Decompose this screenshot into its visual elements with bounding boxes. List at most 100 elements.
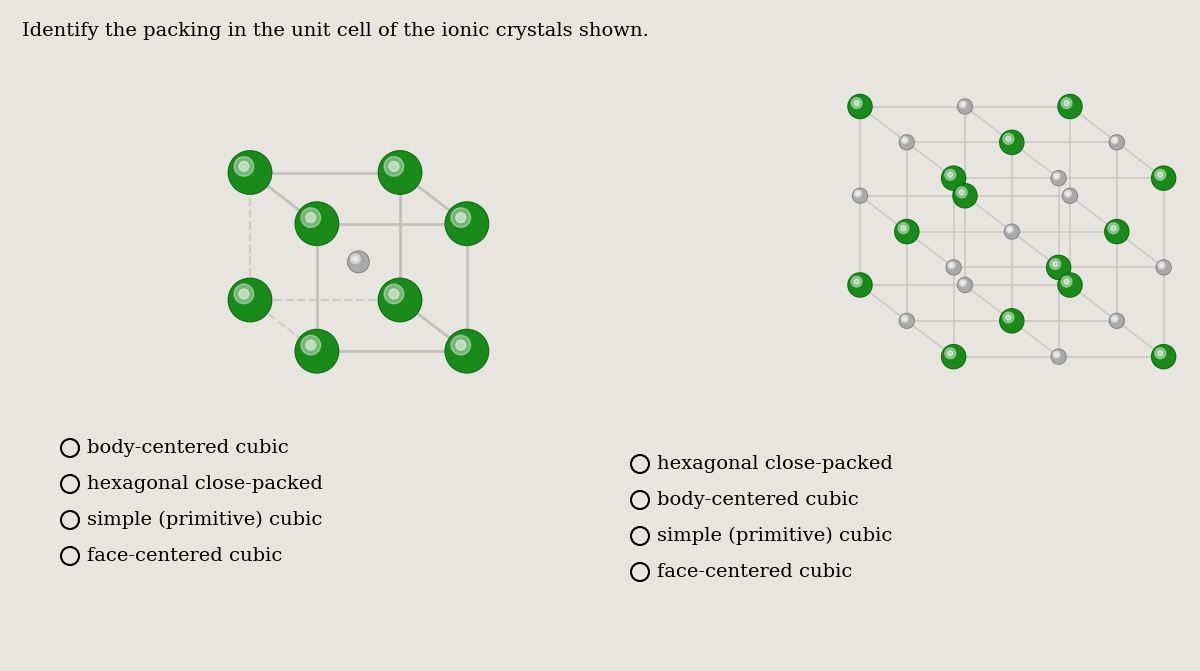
- Circle shape: [848, 95, 872, 119]
- Circle shape: [852, 188, 868, 203]
- Circle shape: [1046, 256, 1070, 280]
- Circle shape: [948, 350, 953, 356]
- Circle shape: [1051, 349, 1066, 364]
- Circle shape: [946, 260, 961, 275]
- Text: Identify the packing in the unit cell of the ionic crystals shown.: Identify the packing in the unit cell of…: [22, 22, 649, 40]
- Circle shape: [1111, 225, 1116, 231]
- Circle shape: [306, 340, 316, 350]
- Circle shape: [228, 278, 271, 322]
- Circle shape: [353, 256, 358, 261]
- Circle shape: [895, 219, 919, 244]
- Circle shape: [1006, 315, 1012, 320]
- Circle shape: [1064, 191, 1072, 197]
- Circle shape: [1064, 101, 1069, 106]
- Circle shape: [1061, 276, 1072, 287]
- Circle shape: [234, 156, 253, 176]
- Circle shape: [1054, 351, 1060, 358]
- Circle shape: [295, 202, 338, 246]
- Circle shape: [228, 151, 271, 194]
- Circle shape: [1058, 95, 1082, 119]
- Circle shape: [1111, 315, 1118, 322]
- Circle shape: [848, 273, 872, 297]
- Circle shape: [239, 162, 248, 171]
- Circle shape: [1004, 224, 1019, 239]
- Circle shape: [456, 340, 466, 350]
- Circle shape: [1152, 166, 1176, 191]
- Circle shape: [899, 135, 914, 150]
- Circle shape: [1054, 172, 1060, 179]
- Circle shape: [384, 156, 403, 176]
- Circle shape: [854, 101, 859, 106]
- Circle shape: [1158, 172, 1163, 178]
- Circle shape: [378, 151, 421, 194]
- Circle shape: [904, 138, 906, 142]
- Circle shape: [350, 254, 360, 264]
- Circle shape: [854, 279, 859, 285]
- Circle shape: [1109, 135, 1124, 150]
- Circle shape: [901, 315, 908, 322]
- Circle shape: [1000, 130, 1024, 154]
- Circle shape: [958, 277, 972, 293]
- Circle shape: [944, 169, 955, 180]
- Circle shape: [854, 191, 862, 197]
- Circle shape: [901, 137, 908, 144]
- Circle shape: [960, 280, 966, 287]
- Circle shape: [944, 348, 955, 359]
- Circle shape: [234, 284, 253, 304]
- Text: body-centered cubic: body-centered cubic: [88, 439, 289, 457]
- Circle shape: [1154, 169, 1165, 180]
- Circle shape: [348, 251, 370, 272]
- Circle shape: [950, 264, 953, 267]
- Circle shape: [306, 213, 316, 223]
- Text: body-centered cubic: body-centered cubic: [658, 491, 859, 509]
- Text: hexagonal close-packed: hexagonal close-packed: [658, 455, 893, 473]
- Circle shape: [1003, 134, 1014, 144]
- Circle shape: [1111, 137, 1118, 144]
- Circle shape: [1066, 192, 1069, 195]
- Circle shape: [1055, 353, 1058, 356]
- Circle shape: [851, 276, 862, 287]
- Circle shape: [856, 192, 859, 195]
- Circle shape: [1114, 138, 1116, 142]
- Circle shape: [1058, 273, 1082, 297]
- Circle shape: [1114, 317, 1116, 321]
- Circle shape: [898, 223, 908, 234]
- Circle shape: [1051, 170, 1066, 186]
- Circle shape: [301, 336, 320, 355]
- Circle shape: [451, 336, 470, 355]
- Circle shape: [961, 281, 965, 285]
- Circle shape: [1052, 261, 1058, 267]
- Circle shape: [1064, 279, 1069, 285]
- Circle shape: [445, 202, 488, 246]
- Circle shape: [948, 262, 955, 268]
- Circle shape: [959, 190, 965, 195]
- Circle shape: [1152, 345, 1176, 369]
- Circle shape: [961, 103, 965, 106]
- Circle shape: [1160, 264, 1163, 267]
- Text: simple (primitive) cubic: simple (primitive) cubic: [88, 511, 323, 529]
- Circle shape: [295, 329, 338, 373]
- Circle shape: [1154, 348, 1165, 359]
- Circle shape: [956, 187, 967, 198]
- Circle shape: [384, 284, 403, 304]
- Circle shape: [958, 99, 972, 114]
- Circle shape: [389, 162, 398, 171]
- Circle shape: [1158, 262, 1165, 268]
- Circle shape: [1003, 312, 1014, 323]
- Circle shape: [1000, 309, 1024, 333]
- Circle shape: [901, 225, 906, 231]
- Circle shape: [1105, 219, 1129, 244]
- Circle shape: [960, 101, 966, 108]
- Circle shape: [942, 166, 966, 191]
- Circle shape: [1158, 350, 1163, 356]
- Circle shape: [451, 208, 470, 227]
- Circle shape: [1055, 174, 1058, 178]
- Text: face-centered cubic: face-centered cubic: [658, 563, 852, 581]
- Circle shape: [389, 289, 398, 299]
- Circle shape: [1007, 226, 1013, 233]
- Circle shape: [904, 317, 906, 321]
- Circle shape: [1050, 258, 1061, 270]
- Circle shape: [1061, 98, 1072, 109]
- Circle shape: [953, 184, 977, 208]
- Circle shape: [301, 208, 320, 227]
